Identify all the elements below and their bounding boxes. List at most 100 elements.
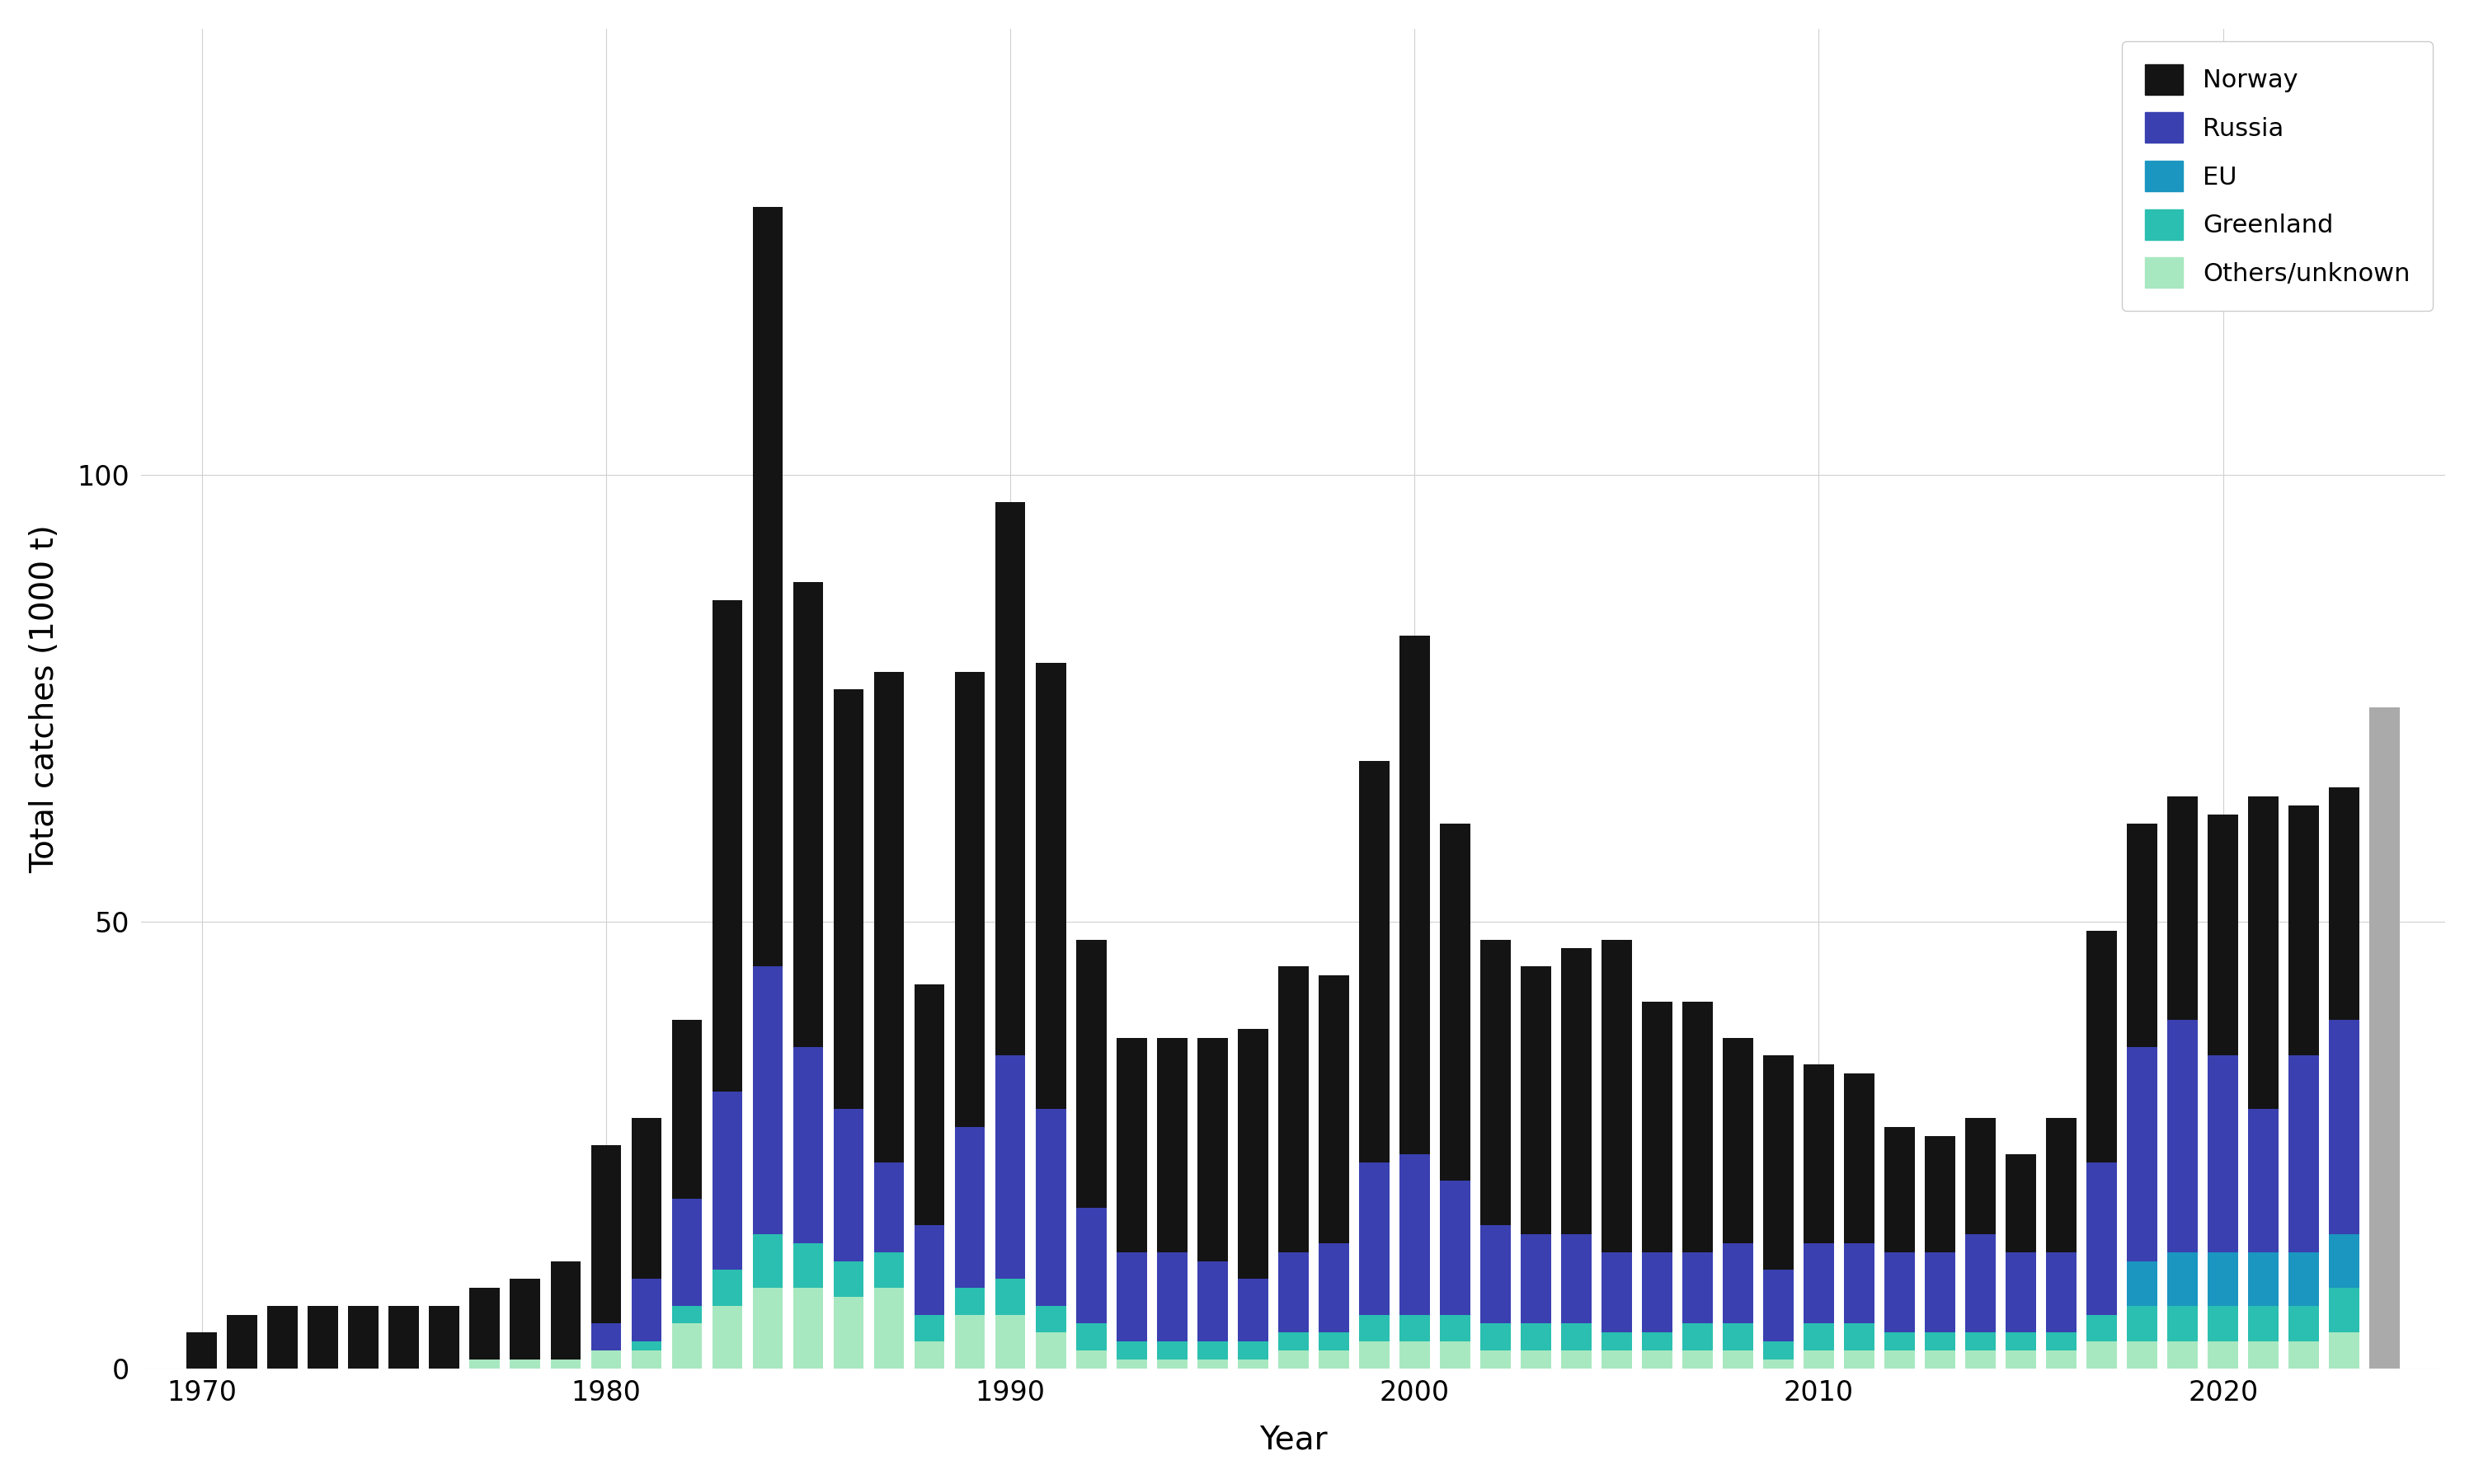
Bar [2128, 1342, 2157, 1368]
Bar [552, 1359, 581, 1368]
Bar [1237, 1342, 1269, 1359]
Bar [1925, 1333, 1954, 1350]
Bar [2328, 788, 2360, 1020]
Bar [1843, 1073, 1875, 1244]
Bar [1764, 1342, 1794, 1359]
Bar [1158, 1037, 1188, 1252]
Bar [2207, 815, 2239, 1055]
Bar [1319, 1350, 1348, 1368]
Bar [2167, 1252, 2197, 1306]
Bar [1925, 1137, 1954, 1252]
Bar [2207, 1342, 2239, 1368]
Bar [1522, 1324, 1551, 1350]
Bar [2370, 708, 2400, 1368]
Bar [1522, 1350, 1551, 1368]
Bar [915, 984, 945, 1226]
Bar [1601, 1333, 1633, 1350]
Bar [1279, 1333, 1309, 1350]
Bar [995, 1055, 1024, 1279]
Bar [915, 1342, 945, 1368]
Y-axis label: Total catches (1000 t): Total catches (1000 t) [30, 524, 59, 873]
Bar [1964, 1350, 1997, 1368]
Bar [1885, 1126, 1915, 1252]
Bar [2249, 1252, 2279, 1306]
Bar [2249, 797, 2279, 1109]
Bar [1964, 1117, 1997, 1235]
Bar [1279, 1350, 1309, 1368]
Bar [1843, 1244, 1875, 1324]
Bar [1843, 1324, 1875, 1350]
Bar [955, 672, 985, 1126]
Bar [834, 1297, 863, 1368]
Bar [2288, 1342, 2318, 1368]
Bar [2128, 1046, 2157, 1261]
Bar [2288, 806, 2318, 1055]
Bar [794, 582, 824, 1046]
Bar [794, 1046, 824, 1244]
Bar [2288, 1306, 2318, 1342]
Bar [2086, 930, 2118, 1163]
Bar [834, 1261, 863, 1297]
Bar [1561, 948, 1591, 1235]
Bar [1643, 1252, 1672, 1333]
Bar [2167, 1342, 2197, 1368]
Bar [794, 1244, 824, 1288]
Bar [2249, 1109, 2279, 1252]
Bar [267, 1306, 297, 1368]
Bar [1682, 1350, 1712, 1368]
Bar [2207, 1055, 2239, 1252]
Bar [1804, 1064, 1833, 1244]
Bar [2086, 1163, 2118, 1315]
Bar [591, 1350, 621, 1368]
Bar [1197, 1342, 1227, 1359]
Bar [2328, 1020, 2360, 1235]
Bar [873, 672, 903, 1163]
Bar [1643, 1002, 1672, 1252]
Bar [1400, 1155, 1430, 1315]
Bar [1279, 1252, 1309, 1333]
Bar [631, 1279, 661, 1342]
Bar [2328, 1333, 2360, 1368]
Bar [752, 1288, 782, 1368]
Bar [1925, 1252, 1954, 1333]
Bar [1037, 1333, 1066, 1368]
Bar [752, 966, 782, 1235]
Bar [2167, 1020, 2197, 1252]
Bar [1076, 1208, 1106, 1324]
Bar [752, 1235, 782, 1288]
Bar [2006, 1350, 2036, 1368]
Bar [2328, 1235, 2360, 1288]
Bar [1682, 1324, 1712, 1350]
Bar [794, 1288, 824, 1368]
Bar [1037, 1306, 1066, 1333]
Bar [1764, 1359, 1794, 1368]
Bar [1197, 1359, 1227, 1368]
Bar [2249, 1342, 2279, 1368]
Bar [1158, 1342, 1188, 1359]
Bar [1076, 939, 1106, 1208]
Bar [2128, 1261, 2157, 1306]
Bar [1158, 1252, 1188, 1342]
Bar [1804, 1324, 1833, 1350]
Bar [2288, 1252, 2318, 1306]
Bar [1197, 1037, 1227, 1261]
Bar [713, 1270, 742, 1306]
Bar [2006, 1333, 2036, 1350]
Bar [1440, 824, 1470, 1181]
Bar [1116, 1359, 1148, 1368]
Bar [1643, 1333, 1672, 1350]
Bar [1964, 1235, 1997, 1333]
Bar [713, 1306, 742, 1368]
Bar [186, 1333, 218, 1368]
Bar [591, 1146, 621, 1324]
Bar [2207, 1306, 2239, 1342]
Bar [1522, 966, 1551, 1235]
Bar [2128, 1306, 2157, 1342]
Bar [752, 208, 782, 966]
Bar [2207, 1252, 2239, 1306]
Bar [349, 1306, 379, 1368]
Bar [1358, 761, 1390, 1163]
Bar [955, 1288, 985, 1315]
Bar [1561, 1350, 1591, 1368]
Bar [1479, 1350, 1512, 1368]
